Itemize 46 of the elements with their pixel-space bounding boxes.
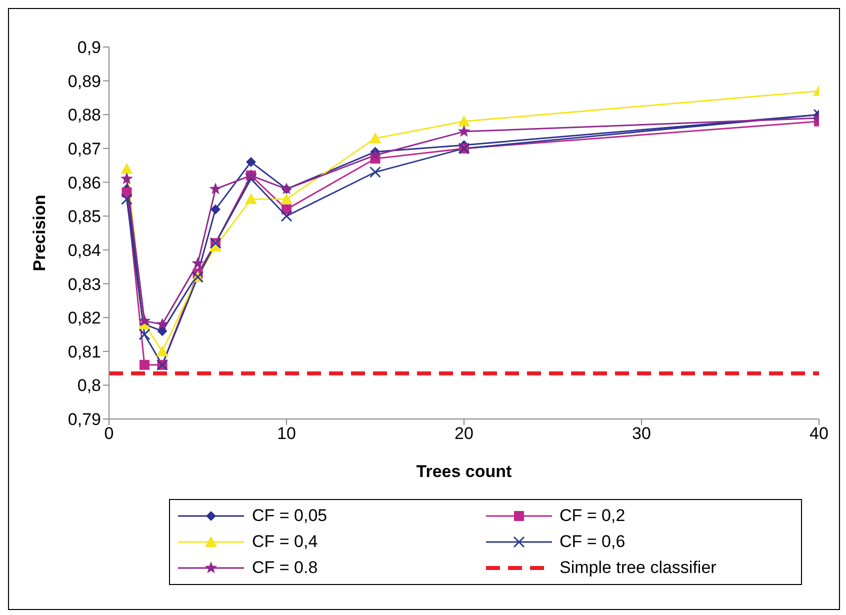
x-tick-label: 0 [104,424,114,444]
point [369,132,382,144]
point [280,193,292,204]
y-tick-label: 0,81 [68,342,101,362]
legend-label: CF = 0.8 [252,558,318,578]
point [138,314,151,326]
point [121,193,132,205]
legend-label: CF = 0,2 [560,506,626,526]
point [156,318,168,330]
point [157,326,168,336]
point [458,115,470,126]
legend-label: Simple tree classifier [560,558,716,578]
point [458,125,470,137]
point [156,345,168,356]
y-axis-title: Precision [30,194,50,272]
y-tick-label: 0,87 [68,139,101,158]
y-tick-label: 0,89 [68,72,101,91]
point [192,256,204,269]
point [210,204,220,214]
point [246,156,256,167]
x-tick-label: 10 [277,424,296,444]
x-tick-label: 30 [632,424,651,444]
point [209,182,222,194]
y-tick-label: 0,84 [68,240,101,260]
y-tick-label: 0,82 [68,308,101,328]
legend-label: CF = 0,05 [252,506,328,526]
x-tick-label: 20 [454,424,474,444]
y-tick-label: 0,79 [68,410,101,430]
point [138,328,150,340]
y-tick-label: 0,9 [77,38,101,58]
point [370,166,381,178]
point [120,162,133,174]
point [120,172,133,184]
legend-label: CF = 0,6 [560,532,626,552]
x-tick-label: 40 [810,424,828,444]
y-tick-label: 0,86 [68,173,101,192]
point [280,210,292,222]
point [245,193,257,204]
point [140,360,150,370]
y-tick-label: 0,85 [68,207,101,226]
y-tick-label: 0,83 [68,274,101,294]
y-tick-label: 0,88 [68,106,101,125]
x-axis-title: Trees count [416,462,512,481]
legend-label: CF = 0,4 [252,532,318,552]
point [369,148,382,160]
y-tick-label: 0,8 [77,376,101,396]
